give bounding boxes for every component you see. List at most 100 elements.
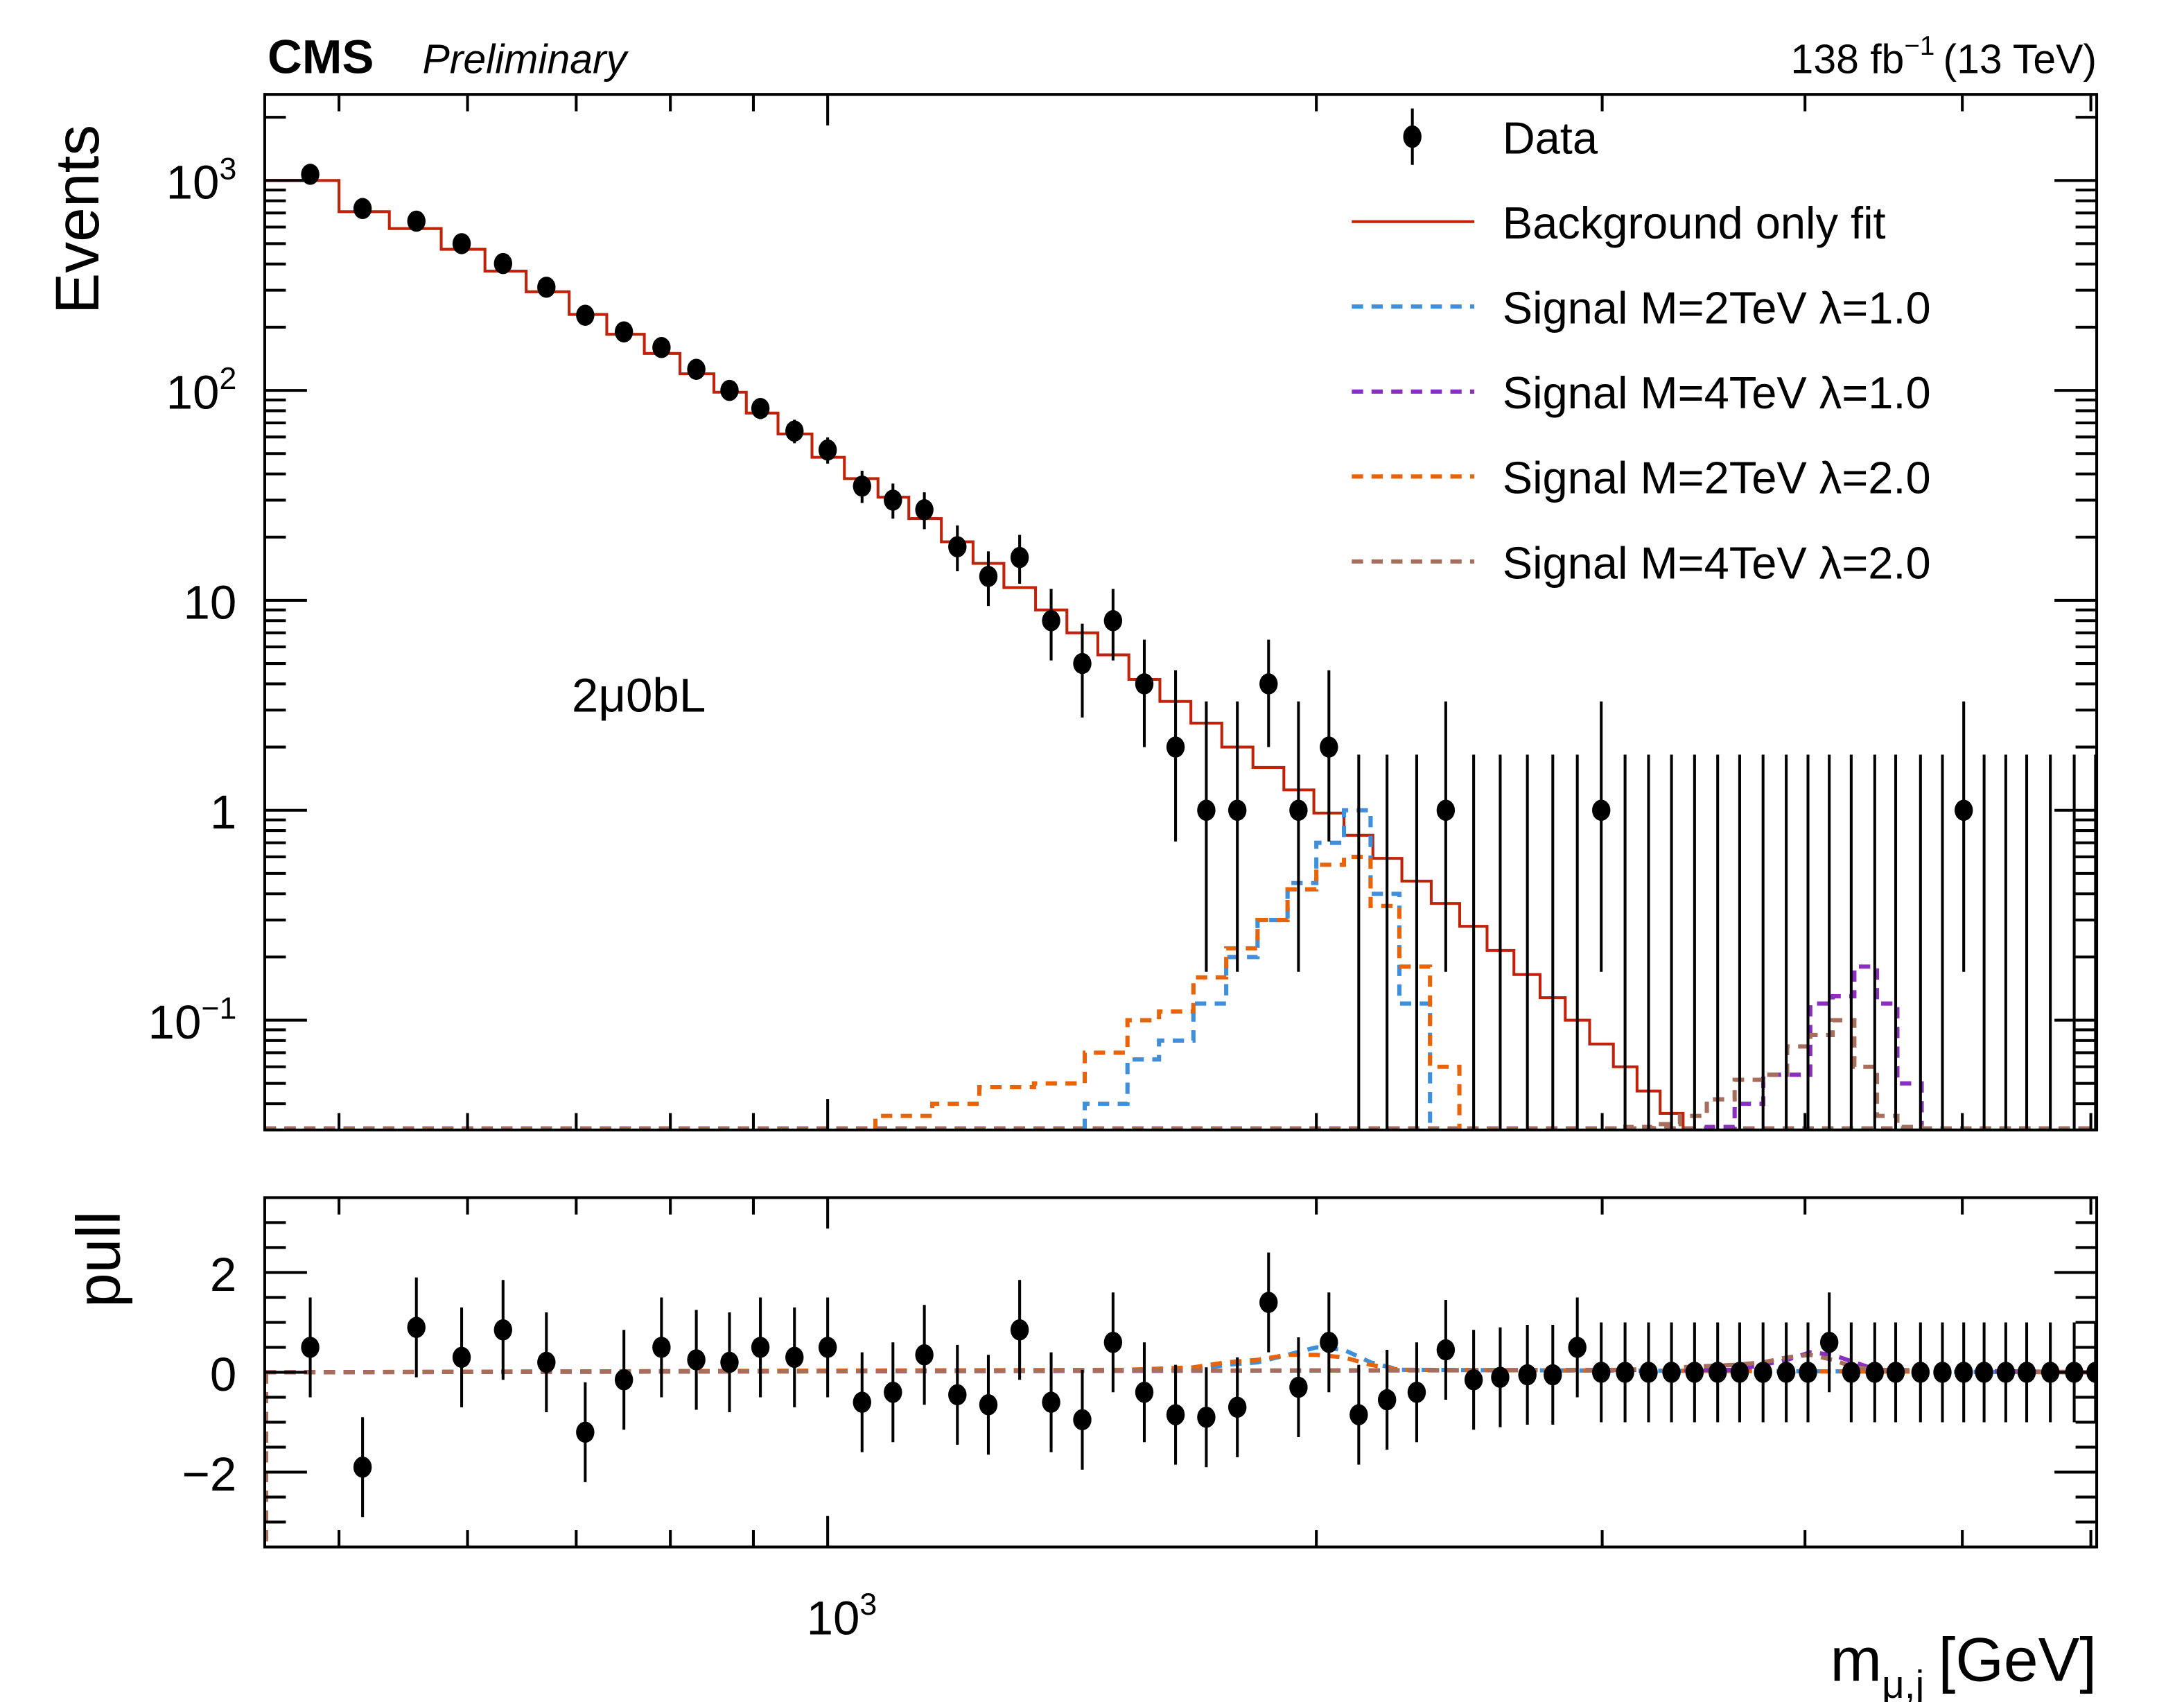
pull-point	[652, 1297, 671, 1398]
pull-point	[614, 1330, 634, 1430]
pull-point	[1377, 1350, 1397, 1450]
pull-point	[537, 1312, 556, 1413]
pull-marker	[537, 1351, 556, 1373]
signal-line	[1704, 964, 1924, 1130]
y-tick-label: 10−1	[148, 992, 237, 1049]
pull-point	[1639, 1322, 1658, 1423]
pull-point	[1544, 1325, 1562, 1425]
pull-point	[493, 1280, 512, 1380]
pull-point	[407, 1277, 426, 1378]
pull-marker	[1685, 1362, 1704, 1383]
data-marker	[1166, 736, 1185, 758]
pull-point	[1349, 1364, 1368, 1465]
pull-point	[1135, 1342, 1154, 1443]
legend-entry: Data	[1403, 108, 1598, 165]
pull-marker	[1886, 1362, 1905, 1383]
legend-marker	[1403, 125, 1422, 148]
pull-marker	[493, 1319, 512, 1341]
legend-label: Signal M=2TeV λ=2.0	[1503, 453, 1931, 503]
main-plot-area	[264, 164, 2097, 1131]
signal-pull-line	[264, 1345, 2097, 1375]
pull-marker	[1975, 1362, 1993, 1383]
data-point	[884, 483, 902, 519]
data-marker	[452, 233, 471, 254]
y-tick-label-exponent: 3	[219, 152, 236, 186]
pull-point	[818, 1297, 837, 1398]
pull-marker	[1377, 1389, 1397, 1411]
pull-marker	[1518, 1364, 1537, 1386]
pull-marker	[1259, 1292, 1278, 1313]
pull-plot-area	[264, 1252, 2097, 1547]
pull-point	[1954, 1322, 1973, 1423]
data-marker	[751, 397, 770, 419]
pull-marker	[1776, 1362, 1796, 1383]
data-point	[1228, 701, 1247, 972]
data-point	[407, 210, 426, 232]
data-marker	[979, 566, 998, 587]
svg-text:138 fb−1(13 TeV): 138 fb−1 (13 TeV)	[1791, 31, 2097, 82]
signal-line	[873, 854, 1462, 1130]
signal-line	[1623, 1018, 1924, 1130]
data-marker	[1436, 799, 1456, 821]
pull-point	[1776, 1322, 1796, 1423]
legend-label: Data	[1503, 113, 1598, 164]
pull-point	[720, 1312, 739, 1413]
data-point	[687, 358, 706, 380]
data-point	[576, 304, 595, 326]
pull-marker	[1996, 1362, 2016, 1383]
pull-point	[915, 1305, 934, 1405]
data-marker	[818, 439, 837, 461]
pull-marker	[1197, 1407, 1216, 1428]
pull-y-tick-label: −2	[182, 1447, 237, 1501]
pull-marker	[407, 1317, 426, 1338]
legend-label: Signal M=4TeV λ=2.0	[1503, 537, 1931, 588]
pull-point	[1933, 1322, 1952, 1423]
legend-label: Signal M=4TeV λ=1.0	[1503, 367, 1931, 418]
pull-marker	[2041, 1362, 2060, 1383]
data-marker	[785, 420, 804, 442]
data-marker	[853, 475, 871, 497]
y-tick-label-base: 10	[183, 575, 236, 629]
pull-marker	[576, 1421, 595, 1443]
data-marker	[576, 304, 595, 326]
x-axis-label: mμ,j [GeV]	[1831, 1625, 2097, 1702]
legend-entry: Signal M=4TeV λ=1.0	[1352, 367, 1931, 418]
pull-point	[452, 1307, 471, 1407]
pull-marker	[1865, 1362, 1885, 1383]
pull-point	[576, 1382, 595, 1482]
pull-point	[979, 1355, 998, 1455]
pull-marker	[751, 1337, 770, 1358]
pull-marker	[1708, 1362, 1727, 1383]
x-tick-label: 103	[807, 1588, 877, 1644]
pull-marker	[1289, 1376, 1308, 1398]
pull-marker	[1592, 1362, 1611, 1383]
data-point	[614, 321, 634, 342]
pull-y-tick-label: 0	[210, 1347, 236, 1401]
pull-marker	[1010, 1319, 1029, 1341]
pull-point	[301, 1297, 320, 1398]
data-marker	[948, 536, 967, 557]
data-point	[537, 277, 556, 298]
pull-marker	[1933, 1362, 1952, 1383]
data-point	[1592, 701, 1611, 972]
pull-marker	[614, 1369, 634, 1391]
pull-marker	[301, 1337, 320, 1358]
data-marker	[720, 379, 739, 401]
pull-point	[1842, 1322, 1861, 1423]
pull-marker	[979, 1394, 998, 1416]
data-point	[493, 252, 512, 275]
y-axis-label-pull: pull	[64, 1211, 133, 1308]
pull-point	[1320, 1292, 1338, 1393]
pull-marker	[353, 1457, 372, 1478]
data-point	[1042, 589, 1060, 661]
pull-marker	[1754, 1362, 1772, 1383]
pull-point	[1996, 1322, 2016, 1423]
pull-marker	[2017, 1362, 2036, 1383]
pull-marker	[1491, 1366, 1510, 1388]
data-marker	[884, 489, 902, 511]
pull-marker	[1464, 1369, 1483, 1391]
pull-point	[1436, 1300, 1456, 1400]
x-tick-label-base: 10	[807, 1590, 860, 1644]
pull-marker	[652, 1337, 671, 1358]
data-point	[1073, 623, 1092, 718]
